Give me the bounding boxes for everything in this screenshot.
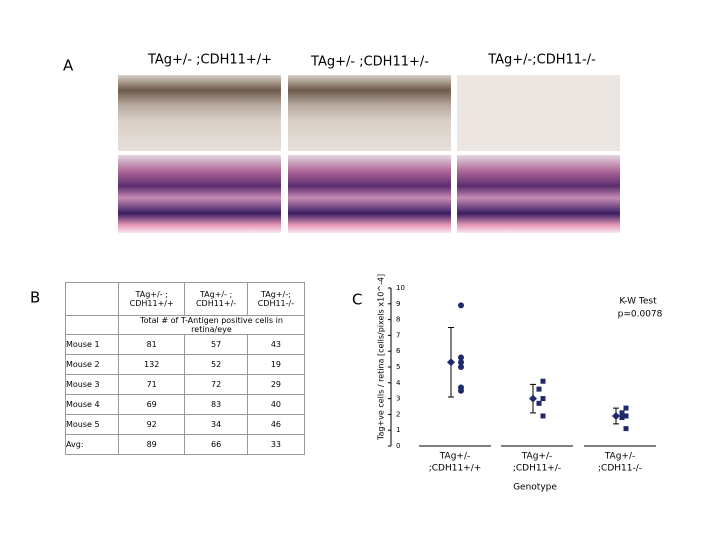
y-tick-label: 2 — [396, 410, 400, 418]
y-tick-label: 9 — [396, 300, 400, 308]
y-tick-label: 0 — [396, 442, 400, 450]
cell: 81 — [117, 334, 186, 355]
cell: 83 — [184, 394, 248, 415]
micrograph — [288, 155, 451, 233]
x-tick-label: TAg+/- — [521, 452, 553, 462]
y-tick-label: 5 — [396, 363, 400, 371]
cell: 52 — [184, 354, 248, 375]
y-tick-label: 7 — [396, 331, 400, 339]
cell — [65, 315, 119, 335]
column-title: TAg+/-;CDH11-/- — [487, 53, 596, 68]
y-tick-label: 4 — [396, 379, 401, 387]
y-tick-label: 6 — [396, 347, 401, 355]
panel-label: C — [352, 291, 362, 309]
point — [619, 410, 625, 416]
mean-marker — [529, 394, 537, 403]
row: Mouse 2 132 52 19 — [65, 354, 306, 375]
header-row: TAg+/- ; CDH11+/+ TAg+/- ; CDH11+/- TAg+/-… — [65, 282, 306, 316]
cell: 72 — [184, 374, 248, 395]
cell: 92 — [117, 414, 186, 435]
panel-label: A — [63, 57, 74, 75]
micrograph — [457, 75, 620, 151]
mean-marker — [612, 411, 620, 420]
cell: 43 — [246, 334, 306, 355]
row-header: Mouse 4 — [65, 394, 119, 415]
table: TAg+/- ; CDH11+/+ TAg+/- ; CDH11+/- TAg+/-… — [65, 282, 306, 455]
cell: 71 — [117, 374, 186, 395]
point — [536, 386, 542, 392]
column-title: TAg+/- ;CDH11+/- — [310, 55, 429, 70]
column-header: TAg+/-; CDH11-/- — [246, 282, 306, 316]
micrograph — [457, 155, 620, 233]
mean-marker — [447, 358, 455, 367]
row-header: Mouse 5 — [65, 414, 119, 435]
caption-row: Total # of T-Antigen positive cells in r… — [65, 315, 305, 335]
chart: 0 1 2 3 4 5 6 7 8 9 10 Tag+ve cells / retina [cells… — [377, 274, 663, 493]
cell: 33 — [246, 434, 306, 455]
cell: 66 — [184, 434, 248, 455]
y-tick-label: 10 — [396, 284, 405, 292]
cell: 46 — [246, 414, 306, 435]
y-axis-label: Tag+ve cells / retina [cells/pixels x10^… — [377, 274, 386, 441]
caption: Total # of T-Antigen positive cells in r… — [118, 315, 305, 335]
column-header: TAg+/- ; CDH11+/- — [184, 282, 248, 316]
point — [623, 426, 629, 432]
annotation: p=0.0078 — [618, 310, 663, 320]
annotation: K-W Test — [619, 297, 657, 307]
point — [540, 413, 546, 419]
x-tick-label: ;CDH11-/- — [598, 464, 642, 474]
cell: 34 — [184, 414, 248, 435]
row: Mouse 1 81 57 43 — [65, 334, 306, 355]
panel-label: B — [30, 289, 40, 307]
point — [458, 387, 464, 394]
cell: 69 — [117, 394, 186, 415]
x-axis-label: Genotype — [513, 483, 557, 493]
point — [623, 413, 629, 419]
column-header: TAg+/- ; CDH11+/+ — [117, 282, 186, 316]
cell: 29 — [246, 374, 306, 395]
column-title: TAg+/- ;CDH11+/+ — [147, 53, 272, 68]
x-tick-label: ;CDH11+/+ — [429, 464, 482, 474]
cell: 40 — [246, 394, 306, 415]
row: Avg: 89 66 33 — [65, 434, 306, 455]
point — [458, 302, 464, 309]
point — [619, 415, 625, 421]
micrograph — [288, 75, 451, 151]
y-tick-label: 8 — [396, 316, 400, 324]
x-tick-label: TAg+/- — [439, 452, 471, 462]
point — [458, 359, 464, 366]
row-header: Mouse 2 — [65, 354, 119, 375]
cell — [65, 282, 119, 316]
point — [458, 364, 464, 370]
point — [536, 400, 542, 406]
x-tick-label: ;CDH11+/- — [513, 464, 561, 474]
row-header: Mouse 3 — [65, 374, 119, 395]
row: Mouse 4 69 83 40 — [65, 394, 306, 415]
x-tick-label: TAg+/- — [604, 452, 636, 462]
cell: 132 — [117, 354, 186, 375]
micrograph — [118, 75, 281, 151]
row: Mouse 3 71 72 29 — [65, 374, 306, 395]
row-header: Mouse 1 — [65, 334, 119, 355]
point — [458, 354, 464, 361]
point — [540, 396, 546, 402]
point — [540, 378, 546, 384]
cell: 19 — [246, 354, 306, 375]
y-tick-label: 1 — [396, 426, 400, 434]
row-header: Avg: — [65, 434, 119, 455]
y-tick-label: 3 — [396, 395, 400, 403]
cell: 89 — [117, 434, 186, 455]
point — [623, 405, 629, 411]
cell: 57 — [184, 334, 248, 355]
row: Mouse 5 92 34 46 — [65, 414, 306, 435]
micrograph — [118, 155, 281, 233]
